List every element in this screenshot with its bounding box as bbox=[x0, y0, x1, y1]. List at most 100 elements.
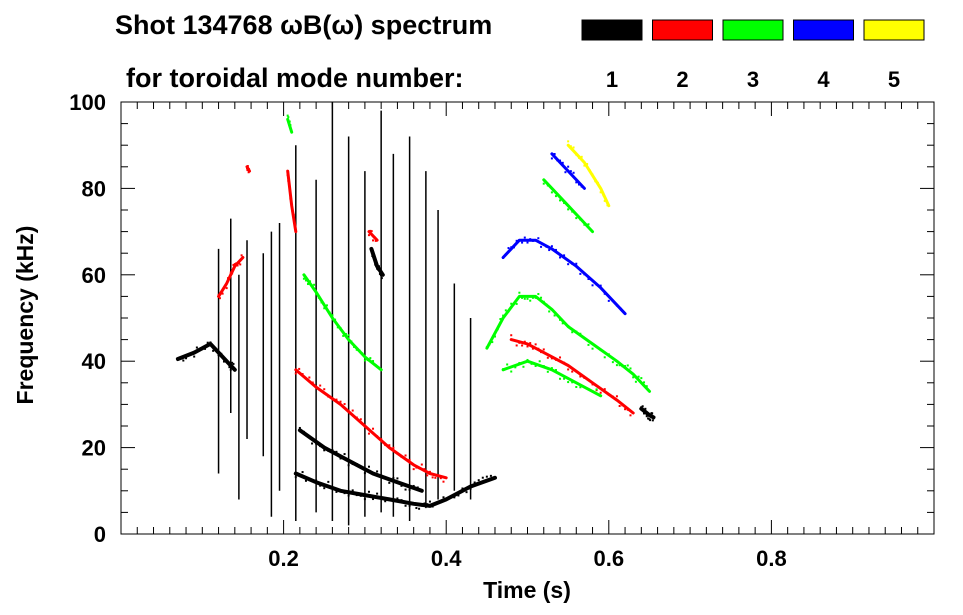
trace-dot-n=2 bbox=[550, 357, 553, 360]
trace-dot-n=1 bbox=[323, 449, 326, 452]
trace-dot-n=1 bbox=[339, 489, 342, 492]
trace-dot-n=2 bbox=[292, 213, 295, 216]
trace-dot-n=3 bbox=[559, 199, 562, 202]
trace-dot-n=3 bbox=[550, 367, 553, 370]
trace-dot-n=2 bbox=[331, 397, 334, 400]
trace-dot-n=3 bbox=[634, 380, 637, 383]
trace-dot-n=5 bbox=[591, 173, 594, 176]
trace-dot-n=1 bbox=[176, 358, 179, 361]
trace-dot-n=4 bbox=[575, 181, 578, 184]
axis-tick-labels: 0.2 0.4 0.6 0.8 0 20 40 60 80 100 bbox=[69, 90, 786, 571]
trace-dot-n=1 bbox=[372, 498, 375, 501]
trace-dot-n=3 bbox=[579, 386, 582, 389]
trace-dot-n=1 bbox=[187, 354, 190, 357]
trace-dot-n=2 bbox=[374, 239, 377, 242]
trace-dot-n=1 bbox=[404, 504, 407, 507]
trace-dot-n=4 bbox=[567, 263, 570, 266]
trace-dot-n=3 bbox=[546, 370, 549, 373]
trace-dot-n=3 bbox=[334, 318, 337, 321]
trace-dot-n=3 bbox=[289, 124, 292, 127]
trace-dot-n=2 bbox=[247, 171, 250, 174]
x-tick-label: 0.4 bbox=[431, 546, 462, 571]
trace-dot-n=2 bbox=[526, 345, 529, 348]
trace-dot-n=4 bbox=[548, 249, 551, 252]
trace-dot-n=2 bbox=[294, 372, 297, 375]
trace-dot-n=4 bbox=[521, 241, 524, 244]
trace-dot-n=2 bbox=[583, 376, 586, 379]
trace-dot-n=2 bbox=[235, 262, 238, 265]
trace-dot-n=1 bbox=[367, 490, 370, 493]
trace-dot-n=1 bbox=[400, 499, 403, 502]
y-tick-label: 60 bbox=[82, 263, 106, 288]
trace-dot-n=1 bbox=[377, 265, 380, 268]
trace-dot-n=1 bbox=[323, 487, 326, 490]
trace-dot-n=3 bbox=[554, 195, 557, 198]
trace-dot-n=2 bbox=[554, 358, 557, 361]
trace-dot-n=1 bbox=[311, 479, 314, 482]
trace-dot-n=5 bbox=[577, 156, 580, 159]
trace-dot-n=3 bbox=[502, 314, 505, 317]
trace-dot-n=4 bbox=[580, 185, 583, 188]
y-tick-label: 100 bbox=[69, 90, 106, 115]
trace-dot-n=2 bbox=[372, 427, 375, 430]
trace-dot-n=1 bbox=[481, 476, 484, 479]
trace-dot-n=5 bbox=[606, 204, 609, 207]
trace-dot-n=3 bbox=[374, 364, 377, 367]
trace-dot-n=2 bbox=[611, 395, 614, 398]
y-tick-label: 20 bbox=[82, 436, 106, 461]
trace-dot-n=5 bbox=[575, 153, 578, 156]
trace-dot-n=4 bbox=[572, 171, 575, 174]
trace-dot-n=2 bbox=[510, 334, 513, 337]
trace-dot-n=3 bbox=[629, 367, 632, 370]
trace-dot-n=2 bbox=[228, 277, 231, 280]
trace-dot-n=3 bbox=[645, 385, 648, 388]
trace-dot-n=3 bbox=[534, 364, 537, 367]
trace-dot-n=3 bbox=[286, 114, 289, 117]
trace-dot-n=2 bbox=[288, 189, 291, 192]
trace-dot-n=1 bbox=[477, 479, 480, 482]
trace-dot-n=4 bbox=[504, 253, 507, 256]
trace-dot-n=3 bbox=[320, 301, 323, 304]
legend-swatch-5 bbox=[863, 19, 925, 41]
trace-dot-n=1 bbox=[319, 484, 322, 487]
trace-dot-n=2 bbox=[629, 414, 632, 417]
trace-dot-n=3 bbox=[496, 328, 499, 331]
trace-dot-n=1 bbox=[641, 405, 644, 408]
trace-dot-n=1 bbox=[302, 430, 305, 433]
trace-dot-n=3 bbox=[366, 359, 369, 362]
trace-dot-n=4 bbox=[550, 157, 553, 160]
trace-dot-n=2 bbox=[607, 393, 610, 396]
trace-dot-n=3 bbox=[313, 283, 316, 286]
trace-dot-n=2 bbox=[567, 368, 570, 371]
trace-dot-n=5 bbox=[603, 199, 606, 202]
trace-dot-n=1 bbox=[457, 494, 460, 497]
trace-dot-n=1 bbox=[204, 347, 207, 350]
trace-dot-n=2 bbox=[248, 168, 251, 171]
trace-dot-n=4 bbox=[564, 171, 567, 174]
trace-dot-n=3 bbox=[521, 296, 524, 299]
trace-dot-n=4 bbox=[619, 307, 622, 310]
trace-dot-n=4 bbox=[518, 239, 521, 242]
trace-dot-n=3 bbox=[553, 314, 556, 317]
trace-dot-n=1 bbox=[301, 471, 304, 474]
trace-dot-n=3 bbox=[643, 381, 646, 384]
trace-dot-n=1 bbox=[640, 406, 643, 409]
trace-dot-n=1 bbox=[384, 500, 387, 503]
trace-dot-n=4 bbox=[561, 161, 564, 164]
x-axis-label: Time (s) bbox=[483, 577, 571, 603]
trace-dot-n=2 bbox=[412, 468, 415, 471]
trace-dot-n=1 bbox=[418, 507, 421, 510]
trace-dot-n=2 bbox=[323, 388, 326, 391]
trace-dot-n=4 bbox=[502, 256, 505, 259]
trace-dot-n=2 bbox=[523, 340, 526, 343]
trace-dot-n=2 bbox=[222, 286, 225, 289]
trace-dot-n=1 bbox=[182, 359, 185, 362]
trace-dot-n=1 bbox=[195, 346, 198, 349]
trace-dot-n=1 bbox=[485, 475, 488, 478]
trace-dot-n=2 bbox=[423, 468, 426, 471]
trace-dot-n=2 bbox=[231, 272, 234, 275]
trace-dot-n=1 bbox=[649, 419, 652, 422]
trace-dot-n=3 bbox=[632, 376, 635, 379]
trace-dot-n=1 bbox=[306, 434, 309, 437]
y-axis-label: Frequency (kHz) bbox=[12, 226, 38, 405]
